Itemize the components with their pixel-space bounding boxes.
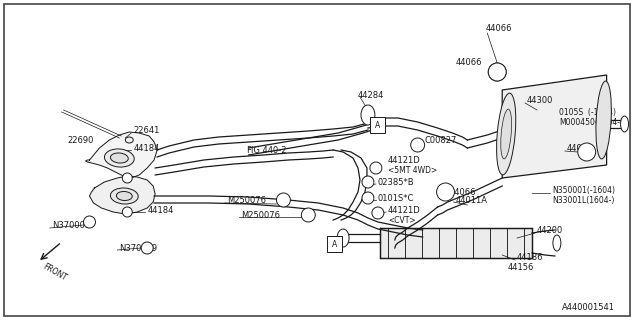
Text: <5MT 4WD>: <5MT 4WD> <box>388 165 437 174</box>
Text: 44066: 44066 <box>567 143 593 153</box>
Ellipse shape <box>361 105 375 125</box>
Text: 44184: 44184 <box>133 143 159 153</box>
Circle shape <box>122 207 132 217</box>
Polygon shape <box>502 75 607 178</box>
Circle shape <box>436 183 454 201</box>
Text: 44066: 44066 <box>456 58 482 67</box>
Ellipse shape <box>553 235 561 251</box>
Text: M000450(1604-): M000450(1604-) <box>559 117 623 126</box>
Text: 44300: 44300 <box>527 95 554 105</box>
Ellipse shape <box>125 137 133 143</box>
Text: 44284: 44284 <box>358 91 385 100</box>
Ellipse shape <box>104 149 134 167</box>
Circle shape <box>276 193 291 207</box>
Text: 44200: 44200 <box>537 226 563 235</box>
Circle shape <box>372 207 384 219</box>
Text: N370009: N370009 <box>52 220 90 229</box>
Circle shape <box>301 208 316 222</box>
Text: <CVT>: <CVT> <box>388 215 415 225</box>
Text: 44121D: 44121D <box>388 205 420 214</box>
Circle shape <box>362 192 374 204</box>
Ellipse shape <box>497 93 516 175</box>
Text: 0101S*C: 0101S*C <box>378 194 414 203</box>
Text: 02385*B: 02385*B <box>378 178 415 187</box>
Ellipse shape <box>337 229 349 247</box>
Text: A: A <box>332 239 337 249</box>
Text: A440001541: A440001541 <box>562 303 615 313</box>
Text: 22641: 22641 <box>133 125 159 134</box>
Polygon shape <box>90 176 155 214</box>
Text: M250076: M250076 <box>227 196 266 204</box>
Text: 22690: 22690 <box>68 135 94 145</box>
Circle shape <box>488 63 506 81</box>
Text: 44066: 44066 <box>449 188 476 196</box>
Text: N350001(-1604): N350001(-1604) <box>552 186 615 195</box>
Text: C00827: C00827 <box>424 135 457 145</box>
Circle shape <box>84 216 95 228</box>
Text: M250076: M250076 <box>241 211 280 220</box>
Circle shape <box>411 138 424 152</box>
Circle shape <box>578 143 596 161</box>
Ellipse shape <box>621 116 628 132</box>
FancyBboxPatch shape <box>327 236 342 252</box>
Text: 44184: 44184 <box>147 205 173 214</box>
Text: 44011A: 44011A <box>456 196 488 204</box>
Ellipse shape <box>110 188 138 204</box>
Text: 44066: 44066 <box>485 23 512 33</box>
Circle shape <box>141 242 153 254</box>
Text: 44121D: 44121D <box>388 156 420 164</box>
Circle shape <box>488 63 506 81</box>
Text: FRONT: FRONT <box>41 262 68 282</box>
Polygon shape <box>86 132 157 178</box>
Circle shape <box>370 162 382 174</box>
Text: 44186: 44186 <box>517 253 543 262</box>
Ellipse shape <box>111 153 128 163</box>
Text: 44156: 44156 <box>507 263 534 273</box>
Text: N33001L(1604-): N33001L(1604-) <box>552 196 614 204</box>
Text: FIG.440-2: FIG.440-2 <box>246 146 287 155</box>
Text: N370009: N370009 <box>119 244 157 252</box>
FancyBboxPatch shape <box>370 117 385 133</box>
Ellipse shape <box>500 109 511 159</box>
Ellipse shape <box>596 81 611 159</box>
Ellipse shape <box>116 191 132 201</box>
FancyBboxPatch shape <box>380 228 532 258</box>
Circle shape <box>122 173 132 183</box>
Text: A: A <box>375 121 380 130</box>
Circle shape <box>362 176 374 188</box>
Text: 0105S  (-1604): 0105S (-1604) <box>559 108 616 116</box>
